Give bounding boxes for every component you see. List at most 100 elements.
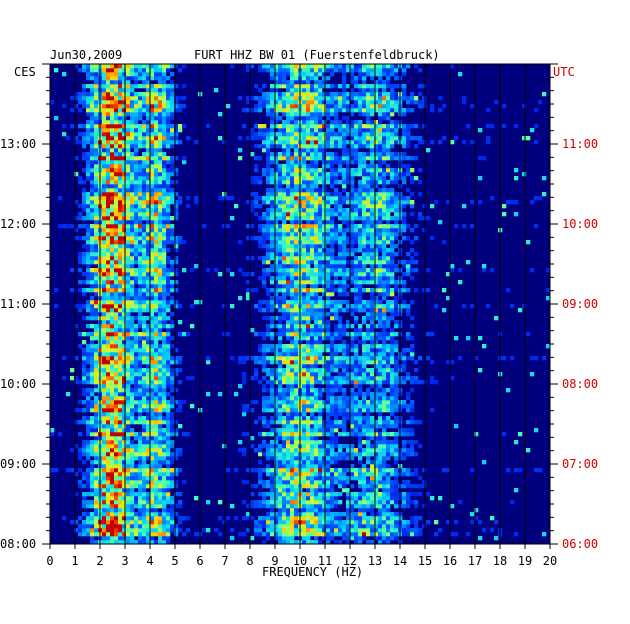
spectrogram-cell [366, 332, 371, 337]
spectrogram-cell [342, 244, 347, 249]
spectrogram-cell [294, 468, 299, 473]
spectrogram-cell [130, 456, 135, 461]
spectrogram-cell [418, 380, 423, 385]
spectrogram-cell [354, 332, 359, 337]
spectrogram-cell [158, 284, 163, 289]
spectrogram-cell [286, 416, 291, 421]
spectrogram-cell [134, 484, 139, 489]
spectrogram-cell [406, 356, 411, 361]
spectrogram-cell [374, 408, 379, 413]
spectrogram-cell [330, 492, 335, 497]
spectrogram-cell [274, 208, 279, 213]
spectrogram-cell [90, 300, 95, 305]
spectrogram-cell [294, 220, 299, 225]
spectrogram-cell [138, 224, 143, 229]
spectrogram-cell [158, 332, 163, 337]
spectrogram-cell [338, 324, 343, 329]
spectrogram-cell [242, 372, 247, 377]
spectrogram-cell [102, 524, 107, 529]
spectrogram-cell [330, 348, 335, 353]
spectrogram-cell [390, 392, 395, 397]
spectrogram-cell [382, 480, 387, 485]
spectrogram-cell [126, 232, 131, 237]
spectrogram-cell [166, 488, 171, 493]
spectrogram-cell [258, 432, 263, 437]
spectrogram-cell [302, 436, 307, 441]
spectrogram-cell [278, 384, 283, 389]
spectrogram-cell [110, 480, 115, 485]
spectrogram-cell [102, 208, 107, 213]
spectrogram-cell [406, 468, 411, 473]
spectrogram-cell [162, 300, 167, 305]
spectrogram-cell [394, 204, 399, 209]
spectrogram-cell [154, 488, 159, 493]
spectrogram-cell [134, 304, 139, 309]
spectrogram-cell [162, 208, 167, 213]
spectrogram-cell [142, 356, 147, 361]
spectrogram-cell [122, 256, 127, 261]
spectrogram-cell [342, 408, 347, 413]
spectrogram-cell [106, 412, 111, 417]
spectrogram-cell [346, 536, 351, 541]
spectrogram-cell [122, 340, 127, 345]
spectrogram-cell [306, 460, 311, 465]
spectrogram-cell [326, 476, 331, 481]
spectrogram-cell [394, 444, 399, 449]
spectrogram-cell [342, 520, 347, 525]
spectrogram-cell [390, 288, 395, 293]
spectrogram-cell [86, 444, 91, 449]
spectrogram-cell [306, 512, 311, 517]
spectrogram-cell [354, 264, 359, 269]
spectrogram-cell [94, 528, 99, 533]
spectrogram-cell [382, 440, 387, 445]
spectrogram-cell [110, 460, 115, 465]
spectrogram-cell [94, 516, 99, 521]
spectrogram-cell [370, 296, 375, 301]
spectrogram-cell [354, 416, 359, 421]
spectrogram-cell [86, 372, 91, 377]
spectrogram-cell [302, 472, 307, 477]
spectrogram-cell [286, 372, 291, 377]
spectrogram-cell [134, 504, 139, 509]
spectrogram-cell [158, 496, 163, 501]
spectrogram-cell [302, 404, 307, 409]
spectrogram-cell [330, 404, 335, 409]
spectrogram-cell [270, 440, 275, 445]
spectrogram-cell [278, 448, 283, 453]
spectrogram-cell [154, 472, 159, 477]
spectrogram-cell [282, 272, 287, 277]
spectrogram-cell [166, 432, 171, 437]
spectrogram-cell [374, 312, 379, 317]
spectrogram-cell [102, 396, 107, 401]
spectrogram-cell [78, 420, 83, 425]
spectrogram-cell [114, 512, 119, 517]
spectrogram-cell [110, 404, 115, 409]
spectrogram-cell [106, 284, 111, 289]
spectrogram-cell [294, 412, 299, 417]
spectrogram-cell [158, 368, 163, 373]
spectrogram-cell [406, 272, 411, 277]
spectrogram-cell [378, 380, 383, 385]
spectrogram-cell [166, 208, 171, 213]
spectrogram-cell [326, 240, 331, 245]
spectrogram-cell [314, 488, 319, 493]
spectrogram-cell [294, 240, 299, 245]
spectrogram-cell [102, 248, 107, 253]
spectrogram-cell [94, 216, 99, 221]
spectrogram-cell [118, 336, 123, 341]
spectrogram-cell [122, 264, 127, 269]
spectrogram-cell [314, 224, 319, 229]
spectrogram-cell [158, 392, 163, 397]
spectrogram-cell [102, 212, 107, 217]
spectrogram-cell [154, 356, 159, 361]
spectrogram-cell [402, 228, 407, 233]
spectrogram-cell [102, 436, 107, 441]
spectrogram-cell [110, 360, 115, 365]
spectrogram-cell [142, 384, 147, 389]
spectrogram-cell [290, 376, 295, 381]
spectrogram-cell [178, 516, 183, 521]
spectrogram-cell [158, 440, 163, 445]
spectrogram-cell [390, 512, 395, 517]
spectrogram-cell [110, 224, 115, 229]
spectrogram-cell [166, 424, 171, 429]
